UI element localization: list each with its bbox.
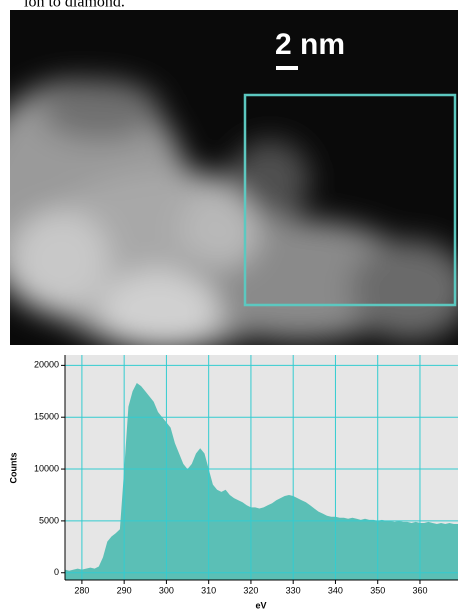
micrograph: 2 nm	[0, 10, 458, 350]
x-axis-label: eV	[255, 600, 266, 610]
scale-bar	[276, 66, 298, 70]
x-tick-label: 310	[201, 585, 216, 595]
x-tick-label: 320	[243, 585, 258, 595]
y-tick-label: 20000	[34, 360, 59, 370]
page: {"caption_fragment": "ion to diamond.", …	[0, 0, 458, 614]
x-tick-label: 290	[117, 585, 132, 595]
y-tick-label: 0	[54, 567, 59, 577]
figure: ion to diamond. 2 nm eV Counts 280 290 300…	[0, 0, 458, 614]
x-tick-label: 280	[74, 585, 89, 595]
y-tick-label: 5000	[39, 515, 59, 525]
scale-bar-label: 2 nm	[275, 28, 345, 61]
caption: ion to diamond.	[24, 0, 125, 11]
x-tick-label: 330	[286, 585, 301, 595]
x-tick-label: 350	[370, 585, 385, 595]
y-tick-label: 15000	[34, 412, 59, 422]
x-tick-label: 300	[159, 585, 174, 595]
x-tick-label: 340	[328, 585, 343, 595]
y-tick-label: 10000	[34, 463, 59, 473]
y-axis-label: Counts	[8, 453, 18, 484]
x-tick-label: 360	[412, 585, 427, 595]
